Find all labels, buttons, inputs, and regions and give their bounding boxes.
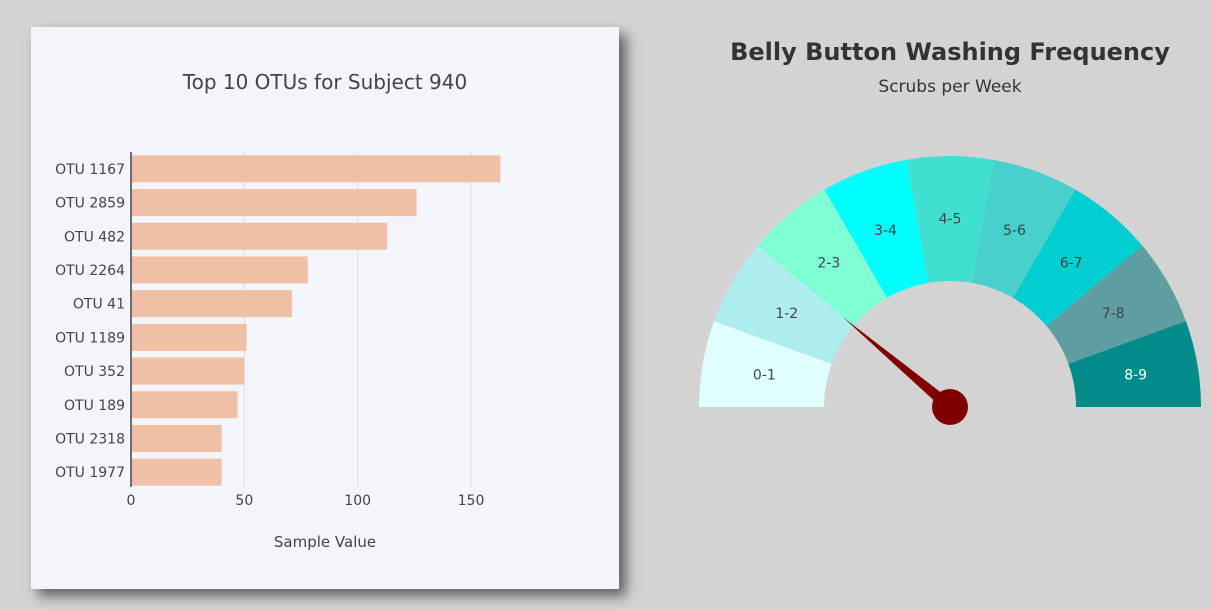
gauge-segment-label: 4-5 [939, 212, 962, 228]
gauge-title: Belly Button Washing Frequency [730, 38, 1170, 66]
bar[interactable] [131, 290, 292, 318]
gauge-segment[interactable] [824, 159, 929, 298]
gauge-segment-label: 3-4 [874, 223, 897, 239]
y-tick-label: OTU 2318 [55, 431, 125, 447]
y-tick-label: OTU 2859 [55, 196, 125, 212]
bar[interactable] [131, 323, 247, 351]
gauge-segment[interactable] [757, 189, 887, 327]
gauge-segment-label: 7-8 [1102, 306, 1125, 322]
gauge-needle [842, 317, 954, 412]
y-tick-label: OTU 482 [64, 229, 125, 245]
y-tick-label: OTU 352 [64, 364, 125, 380]
y-tick-label: OTU 189 [64, 398, 125, 414]
gauge-needle-hub [932, 389, 968, 425]
bar-chart: Top 10 OTUs for Subject 940 OTU 1167 OTU … [55, 70, 501, 551]
bar[interactable] [131, 155, 501, 183]
gauge-chart: Belly Button Washing Frequency Scrubs pe… [699, 38, 1201, 425]
bar[interactable] [131, 256, 308, 284]
gauge-chart-panel: Belly Button Washing Frequency Scrubs pe… [660, 0, 1212, 610]
bar[interactable] [131, 424, 222, 452]
gauge-segment-label: 6-7 [1060, 256, 1083, 272]
bar[interactable] [131, 391, 238, 419]
bar[interactable] [131, 189, 417, 217]
gauge-segment-label: 8-9 [1124, 367, 1147, 383]
y-tick-label: OTU 41 [73, 297, 125, 313]
x-tick-label: 50 [235, 493, 253, 509]
bar[interactable] [131, 222, 388, 250]
y-tick-label: OTU 1167 [55, 162, 125, 178]
gauge-segment-label: 0-1 [753, 367, 776, 383]
bar[interactable] [131, 357, 245, 385]
gauge-segment[interactable] [1013, 189, 1143, 327]
x-tick-label: 150 [458, 493, 485, 509]
x-axis-label: Sample Value [274, 533, 376, 551]
x-tick-label: 0 [127, 493, 136, 509]
gauge-segment[interactable] [699, 321, 832, 407]
gauge-segment-label: 1-2 [775, 306, 798, 322]
x-tick-label: 100 [344, 493, 371, 509]
gauge-segment-label: 2-3 [817, 256, 840, 272]
bar[interactable] [131, 458, 222, 486]
gauge-segment[interactable] [1046, 245, 1186, 364]
gauge-segment[interactable] [714, 245, 854, 364]
gauge-segment[interactable] [1068, 321, 1201, 407]
gauge-segment[interactable] [971, 159, 1076, 298]
y-tick-label: OTU 1189 [55, 330, 125, 346]
y-tick-label: OTU 2264 [55, 263, 125, 279]
gauge-subtitle: Scrubs per Week [878, 77, 1021, 97]
gauge-segment[interactable] [906, 155, 994, 283]
y-tick-label: OTU 1977 [55, 465, 125, 481]
bar-chart-title: Top 10 OTUs for Subject 940 [182, 70, 467, 94]
gauge-segment-label: 5-6 [1003, 223, 1026, 239]
bar-chart-panel: Top 10 OTUs for Subject 940 OTU 1167 OTU … [31, 27, 619, 589]
